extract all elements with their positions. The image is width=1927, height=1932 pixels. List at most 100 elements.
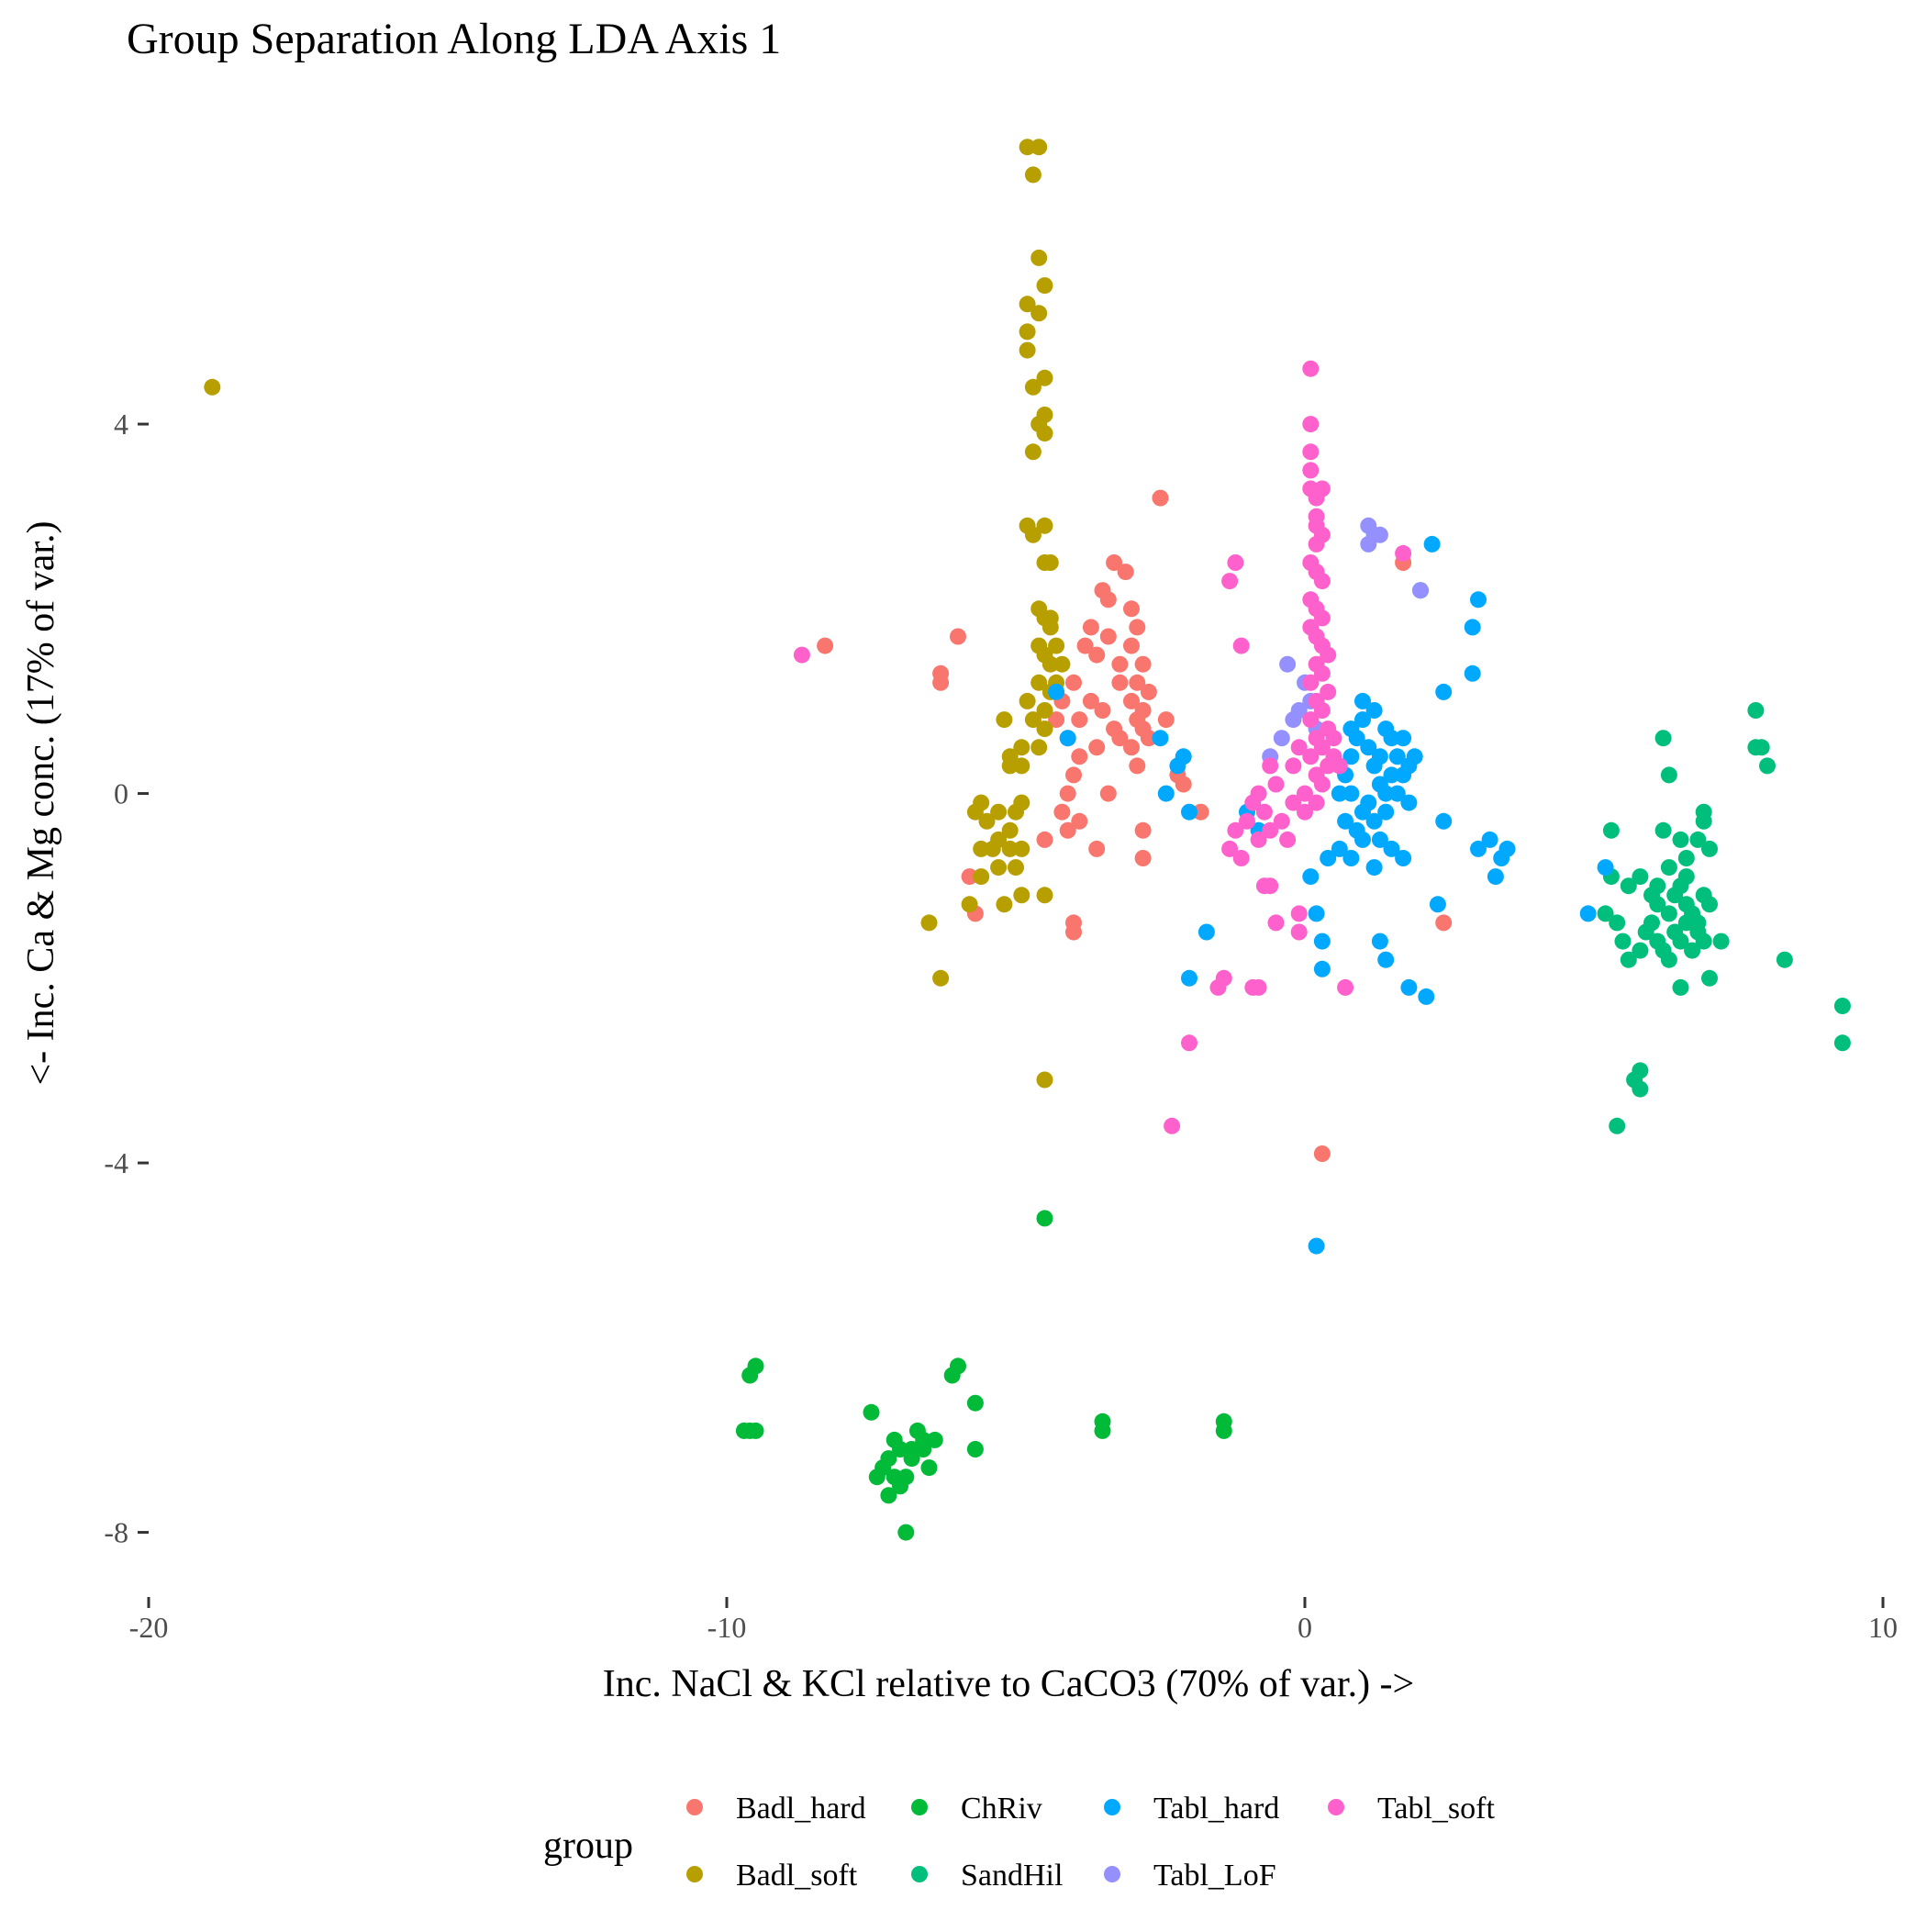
y-axis-title: <- Inc. Ca & Mg conc. (17% of var.) [20, 520, 62, 1085]
data-point [1099, 628, 1117, 645]
data-point [1320, 683, 1337, 700]
data-point [1036, 369, 1053, 386]
data-point [996, 896, 1013, 913]
data-point [1388, 748, 1406, 765]
data-point [1487, 868, 1504, 886]
x-tick-label: 10 [1868, 1611, 1898, 1644]
data-point [1677, 914, 1695, 932]
data-point [1660, 766, 1677, 784]
data-point [1672, 978, 1689, 996]
data-point [1076, 637, 1094, 654]
data-point [1250, 831, 1267, 848]
data-point [1215, 1413, 1232, 1430]
series-chriv [735, 1210, 1232, 1541]
data-point [1313, 480, 1331, 497]
data-point [1626, 1071, 1643, 1089]
data-point [1360, 739, 1377, 756]
y-tick-label: -8 [104, 1516, 128, 1549]
data-point [961, 896, 978, 913]
data-point [1140, 730, 1157, 747]
data-point [1232, 850, 1250, 866]
data-point [1071, 748, 1088, 765]
data-point [1197, 923, 1215, 941]
legend-label: Tabl_LoF [1153, 1859, 1276, 1893]
legend-label: Badl_soft [736, 1859, 858, 1893]
data-point [1313, 702, 1331, 719]
data-point [1030, 139, 1048, 156]
data-point [1371, 932, 1388, 950]
data-point [1412, 582, 1429, 599]
data-point [1048, 637, 1065, 654]
data-point [1290, 739, 1308, 756]
data-point [1342, 850, 1360, 866]
data-point [1313, 739, 1331, 756]
chart-title: Group Separation Along LDA Axis 1 [127, 15, 781, 63]
data-point [1152, 730, 1169, 747]
data-point [1013, 739, 1030, 756]
data-point [1498, 840, 1516, 857]
data-point [1371, 748, 1388, 765]
data-point [1776, 951, 1793, 968]
data-point [1059, 730, 1076, 747]
data-point [1313, 573, 1331, 590]
data-point [1036, 517, 1053, 534]
data-point [1094, 702, 1111, 719]
data-point [1331, 840, 1348, 857]
series-sandhil [1597, 702, 1851, 1134]
data-point [204, 378, 221, 396]
data-point [920, 1459, 938, 1477]
data-point [1232, 637, 1250, 654]
x-axis: -20 -10 0 10 [129, 1597, 1898, 1644]
data-point [1071, 711, 1088, 729]
data-point [1331, 757, 1348, 775]
data-point [1464, 619, 1481, 636]
data-point [1759, 757, 1776, 775]
data-point [1660, 951, 1677, 968]
data-point [1348, 821, 1365, 839]
data-point [1036, 425, 1053, 442]
data-point [1024, 711, 1041, 729]
data-point [1695, 803, 1712, 821]
data-point [1308, 905, 1325, 922]
data-point [1273, 812, 1290, 830]
data-point [1654, 821, 1672, 839]
data-point [1620, 877, 1637, 895]
data-point [1632, 868, 1649, 886]
data-point [1071, 812, 1088, 830]
legend-label: ChRiv [961, 1792, 1042, 1826]
y-tick-label: 0 [114, 777, 128, 810]
data-point [1418, 988, 1435, 1005]
data-point [1313, 776, 1331, 793]
data-point [1129, 619, 1146, 636]
data-point [1036, 1071, 1053, 1089]
legend-key [911, 1866, 928, 1882]
data-point [1313, 960, 1331, 977]
data-point [1302, 443, 1320, 461]
legend: Badl_hard ChRiv Tabl_hard Tabl_soft Badl_sof… [686, 1792, 1495, 1893]
data-point [932, 674, 950, 691]
data-point [880, 1450, 897, 1468]
data-point [1470, 840, 1487, 857]
data-point [817, 637, 834, 654]
data-point [1059, 821, 1076, 839]
data-point [1134, 850, 1152, 866]
data-point [1094, 1422, 1111, 1439]
data-point [1342, 748, 1360, 765]
data-point [1609, 1117, 1626, 1134]
data-point [1435, 812, 1453, 830]
data-point [1099, 591, 1117, 609]
data-point [1365, 812, 1383, 830]
data-point [1377, 803, 1395, 821]
data-point [1377, 951, 1395, 968]
data-point [1024, 526, 1041, 543]
data-point [1677, 868, 1695, 886]
data-point [1181, 803, 1197, 821]
data-point [1134, 821, 1152, 839]
data-point [1660, 905, 1677, 922]
legend-key [1104, 1799, 1120, 1815]
data-point [1239, 812, 1255, 830]
data-point [1059, 785, 1076, 802]
data-point [1123, 692, 1140, 709]
data-point [1672, 932, 1689, 950]
